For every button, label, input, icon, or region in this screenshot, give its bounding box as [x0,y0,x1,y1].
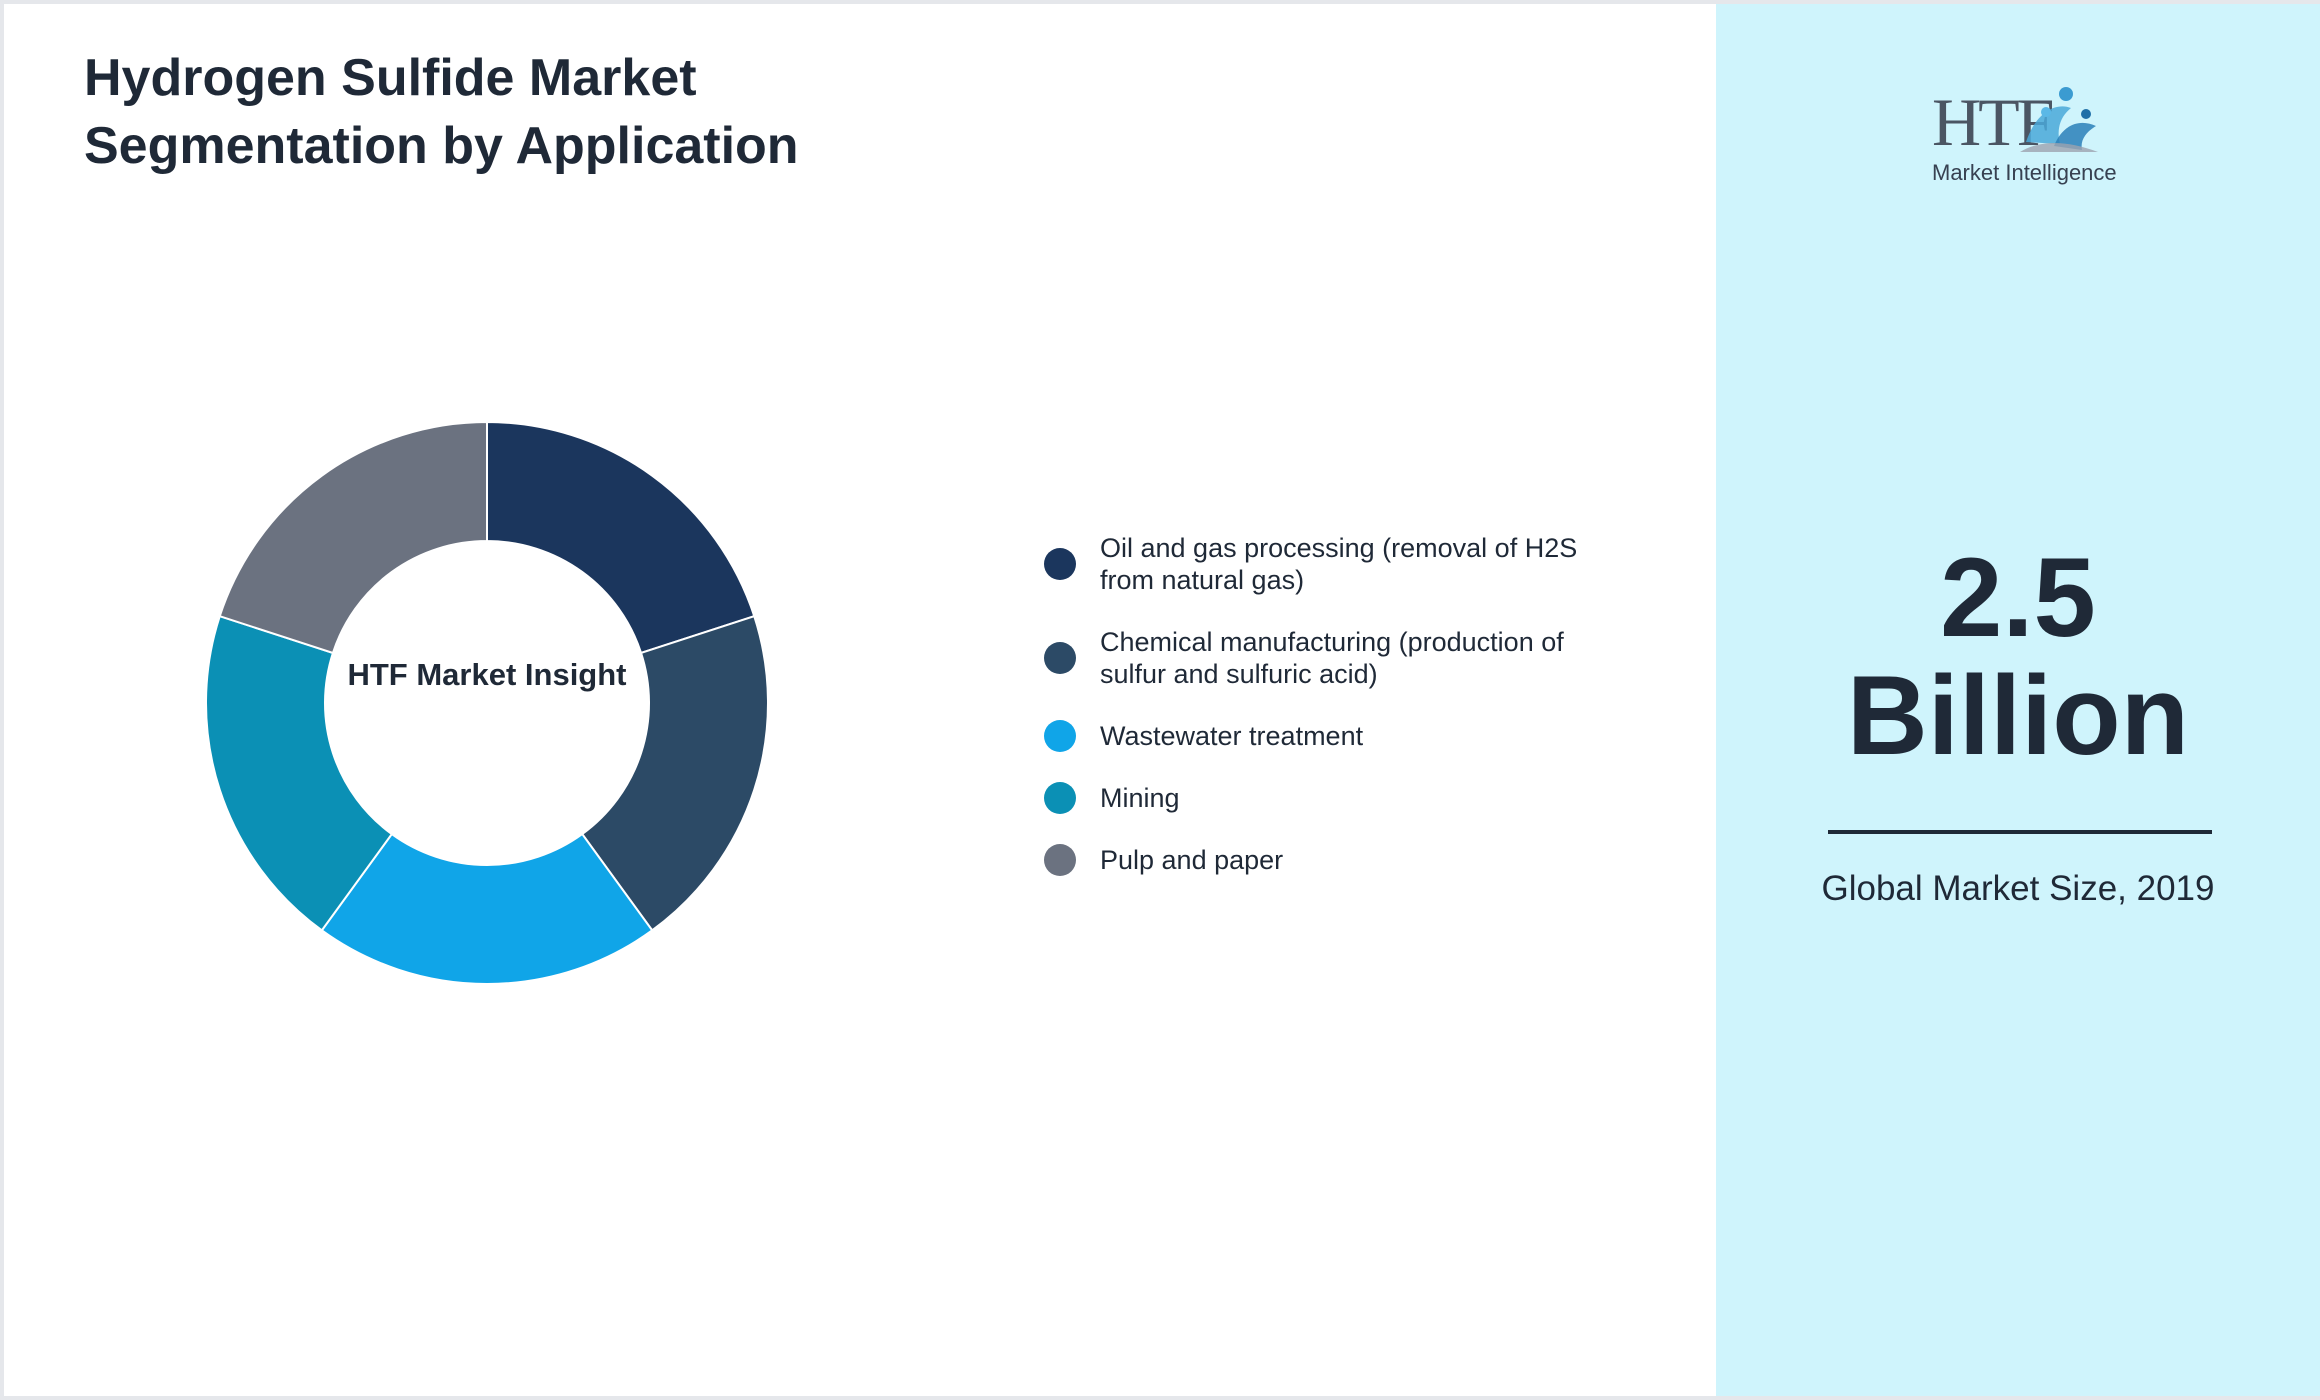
legend-item: Oil and gas processing (removal of H2S f… [1044,532,1600,596]
market-size-value: 2.5 [1940,535,2096,660]
legend-item: Mining [1044,782,1600,814]
donut-slice-5 [218,420,488,655]
donut-slice-1 [486,420,756,655]
market-size-panel: HTF Market Intelligence 2.5 Billion Glob… [1716,4,2320,1396]
donut-slice-2 [580,614,769,932]
legend-label: Mining [1100,783,1180,813]
page-title: Hydrogen Sulfide Market Segmentation by … [84,49,799,175]
legend-label: Chemical manufacturing (production of su… [1100,627,1564,689]
legend-swatch [1044,720,1076,752]
logo-figures-icon [2020,87,2098,152]
legend-label: Oil and gas processing (removal of H2S f… [1100,533,1578,595]
logo-subtitle: Market Intelligence [1932,160,2117,185]
legend-swatch [1044,642,1076,674]
legend-label: Pulp and paper [1100,845,1284,875]
legend-item: Chemical manufacturing (production of su… [1044,626,1600,690]
htf-logo: HTF Market Intelligence [1916,82,2117,192]
legend-swatch [1044,782,1076,814]
legend-label: Wastewater treatment [1100,721,1364,751]
donut-chart [205,420,769,986]
divider-line [1828,830,2212,834]
market-size-unit: Billion [1846,653,2190,778]
market-size-caption: Global Market Size, 2019 [1821,869,2215,908]
donut-center-label: HTF Market Insight [347,657,627,692]
chart-panel: Hydrogen Sulfide Market Segmentation by … [4,4,1716,1396]
legend-swatch [1044,548,1076,580]
donut-slice-3 [320,832,654,986]
legend-item: Wastewater treatment [1044,720,1600,752]
donut-slice-4 [205,614,394,932]
legend-item: Pulp and paper [1044,844,1600,876]
legend-swatch [1044,844,1076,876]
